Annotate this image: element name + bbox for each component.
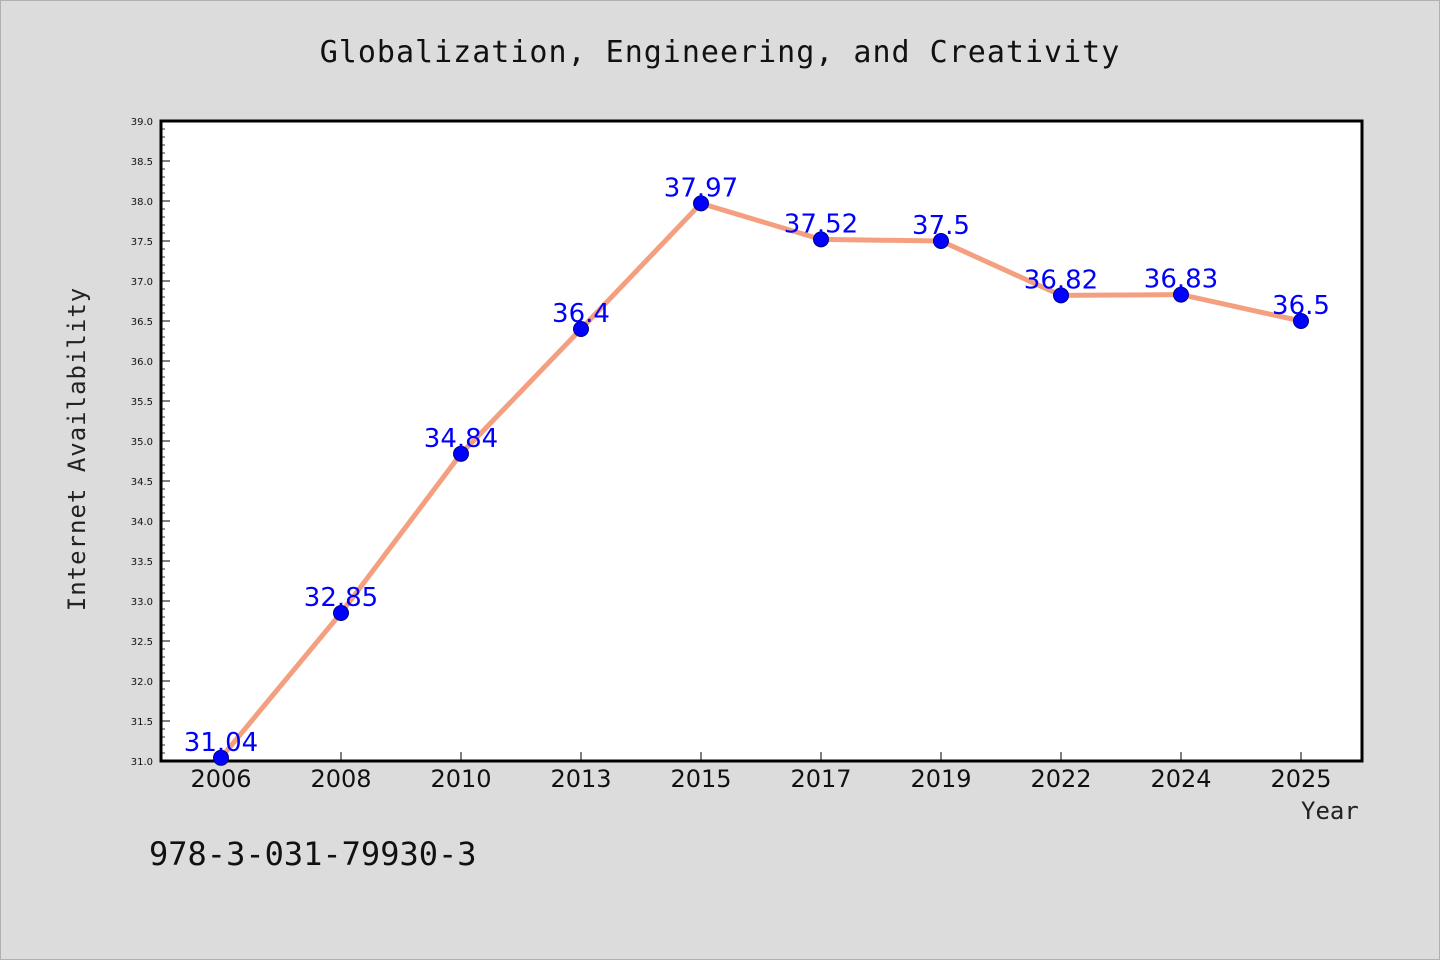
y-tick-label: 31.5 <box>131 717 153 728</box>
x-tick-label: 2017 <box>790 765 851 793</box>
data-label: 34.84 <box>424 424 498 454</box>
data-point <box>933 233 949 249</box>
data-point <box>213 749 229 766</box>
data-label: 37.52 <box>784 209 858 239</box>
y-tick-label: 35.0 <box>131 437 153 448</box>
data-point <box>333 605 349 621</box>
x-tick-label: 2015 <box>670 765 731 793</box>
data-point <box>1173 286 1189 303</box>
x-tick-label: 2013 <box>550 765 611 793</box>
y-tick-label: 37.5 <box>131 237 153 248</box>
x-tick-label: 2025 <box>1270 765 1331 793</box>
y-tick-label: 36.0 <box>131 357 153 368</box>
data-label: 31.04 <box>184 728 258 758</box>
y-tick-label: 39.0 <box>131 117 153 128</box>
data-label: 37.97 <box>664 173 738 203</box>
x-tick-label: 2008 <box>310 765 371 793</box>
data-point <box>693 195 709 212</box>
data-point <box>1293 313 1309 329</box>
data-label: 36.5 <box>1272 291 1330 321</box>
y-tick-label: 32.5 <box>131 637 153 648</box>
y-tick-label: 34.0 <box>131 517 153 528</box>
data-label: 36.83 <box>1144 265 1218 295</box>
y-tick-label: 32.0 <box>131 677 153 688</box>
x-tick-label: 2019 <box>910 765 971 793</box>
y-tick-label: 35.5 <box>131 397 153 408</box>
y-tick-label: 37.0 <box>131 277 153 288</box>
data-label: 36.82 <box>1024 265 1098 295</box>
data-point <box>573 321 589 337</box>
y-tick-label: 31.0 <box>131 757 153 768</box>
x-tick-label: 2010 <box>430 765 491 793</box>
plot-area <box>159 119 1364 763</box>
data-point <box>813 231 829 248</box>
y-tick-label: 38.5 <box>131 157 153 168</box>
data-label: 32.85 <box>304 583 378 613</box>
x-axis-label: Year <box>1301 797 1359 825</box>
chart-title: Globalization, Engineering, and Creativi… <box>319 35 1121 70</box>
x-tick-label: 2022 <box>1030 765 1091 793</box>
data-point <box>453 445 469 462</box>
y-tick-label: 33.0 <box>131 597 153 608</box>
x-tick-label: 2006 <box>190 765 251 793</box>
data-label: 36.4 <box>552 299 610 329</box>
y-tick-label: 33.5 <box>131 557 153 568</box>
y-tick-label: 36.5 <box>131 317 153 328</box>
y-tick-label: 34.5 <box>131 477 153 488</box>
isbn-text: 978-3-031-79930-3 <box>149 835 477 873</box>
data-point <box>1053 287 1069 304</box>
data-label: 37.5 <box>912 211 970 241</box>
y-tick-label: 38.0 <box>131 197 153 208</box>
series-line <box>218 200 1304 761</box>
x-tick-label: 2024 <box>1150 765 1211 793</box>
